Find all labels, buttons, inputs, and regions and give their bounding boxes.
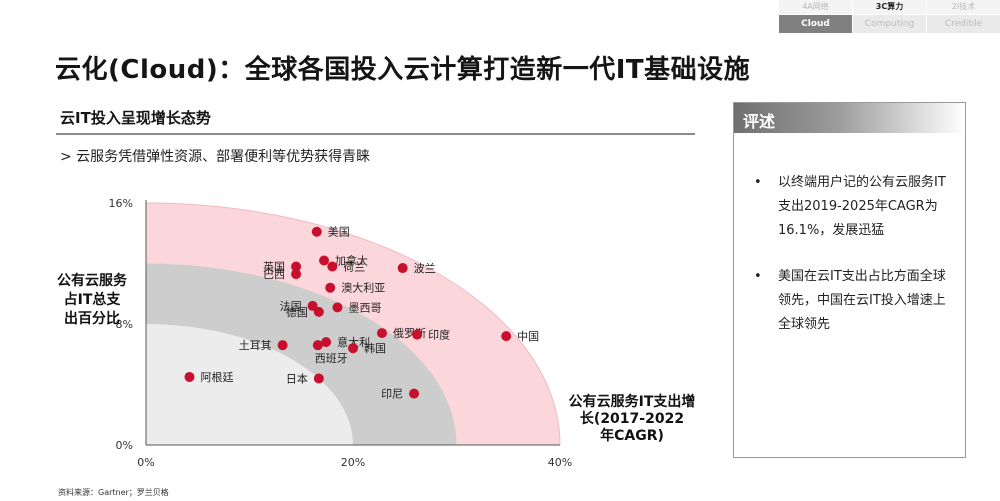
section-divider (56, 133, 695, 135)
data-point (312, 340, 323, 351)
source-note: 资料来源：Gartner；罗兰贝格 (58, 488, 169, 497)
data-point-label: 韩国 (364, 341, 386, 355)
data-point (184, 371, 195, 382)
tab-3c-compute[interactable]: 3C算力 (852, 0, 926, 14)
x-tick-label: 0% (137, 456, 154, 469)
data-point-label: 印度 (428, 328, 450, 342)
comment-panel-title: 评述 (743, 112, 776, 131)
data-point-label: 波兰 (414, 262, 436, 275)
data-point-label: 墨西哥 (348, 301, 381, 314)
data-point (313, 373, 324, 384)
data-point-label: 印尼 (381, 388, 403, 401)
tab-4a-network[interactable]: 4A网络 (778, 0, 852, 14)
x-axis-label: 公有云服务IT支出增长(2017-2022 年CAGR) (569, 393, 696, 444)
data-point-label: 土耳其 (239, 339, 272, 352)
data-point (307, 300, 318, 311)
data-point-label: 日本 (286, 371, 308, 385)
data-point-label: 加拿大 (335, 253, 368, 267)
comment-list: 以终端用户记的公有云服务IT支出2019-2025年CAGR为16.1%，发展迅… (752, 171, 952, 359)
data-point (397, 263, 408, 274)
section-subtitle: > 云服务凭借弹性资源、部署便利等优势获得青睐 (60, 149, 371, 165)
data-point-label: 英国 (263, 260, 285, 274)
tab-row-bottom: Cloud Computing Credible (778, 14, 1000, 33)
data-point-label: 美国 (328, 226, 350, 239)
y-tick-label: 0% (116, 439, 133, 452)
axis-ticks: 0% 20% 40% 0% 8% 16% (109, 197, 573, 469)
tab-cloud[interactable]: Cloud (778, 15, 852, 33)
tab-row-top: 4A网络 3C算力 2I技术 (778, 0, 1000, 14)
data-point (412, 329, 423, 340)
data-point (376, 328, 387, 339)
tab-credible[interactable]: Credible (926, 15, 1000, 33)
data-point-label: 阿根廷 (200, 370, 233, 384)
y-tick-label: 16% (109, 197, 133, 210)
section-tabs: 4A网络 3C算力 2I技术 Cloud Computing Credible (778, 0, 1000, 33)
data-point-label: 法国 (280, 299, 302, 313)
background-bands (145, 202, 561, 446)
y-tick-label: 8% (116, 318, 133, 331)
tab-computing[interactable]: Computing (852, 15, 926, 33)
comment-item: 以终端用户记的公有云服务IT支出2019-2025年CAGR为16.1%，发展迅… (752, 171, 952, 243)
data-point (409, 388, 420, 399)
data-point (291, 261, 302, 272)
y-axis-label: 公有云服务占IT总支出百分比 (57, 272, 128, 327)
data-point (332, 302, 343, 313)
data-point (277, 340, 288, 351)
data-point (311, 226, 322, 237)
x-tick-label: 20% (341, 456, 365, 469)
data-point-label: 意大利 (337, 335, 370, 349)
data-point (325, 282, 336, 293)
data-point-label: 巴西 (263, 268, 285, 281)
inner-band (146, 324, 353, 445)
comment-panel-header: 评述 (734, 103, 965, 133)
data-point (501, 331, 512, 342)
data-point-label: 荷兰 (343, 261, 365, 274)
data-point-label: 澳大利亚 (341, 281, 385, 295)
data-point (319, 255, 330, 266)
page-title: 云化(Cloud)：全球各国投入云计算打造新一代IT基础设施 (55, 55, 751, 85)
comment-panel: 评述 以终端用户记的公有云服务IT支出2019-2025年CAGR为16.1%，… (733, 102, 966, 458)
data-point (348, 343, 358, 354)
tab-2i-tech[interactable]: 2I技术 (926, 0, 1000, 14)
data-point (327, 261, 338, 272)
data-point-label: 中国 (517, 330, 539, 343)
x-tick-label: 40% (548, 456, 572, 469)
comment-item: 美国在云IT支出占比方面全球领先，中国在云IT投入增速上全球领先 (752, 265, 952, 337)
data-point (321, 337, 332, 348)
chart-axes (145, 200, 560, 446)
data-point-label: 德国 (286, 305, 308, 319)
data-point (291, 269, 302, 280)
outer-band-edge (145, 202, 561, 446)
data-point-label: 西班牙 (315, 352, 348, 365)
data-point (313, 306, 324, 317)
section-title: 云IT投入呈现增长态势 (60, 109, 211, 127)
